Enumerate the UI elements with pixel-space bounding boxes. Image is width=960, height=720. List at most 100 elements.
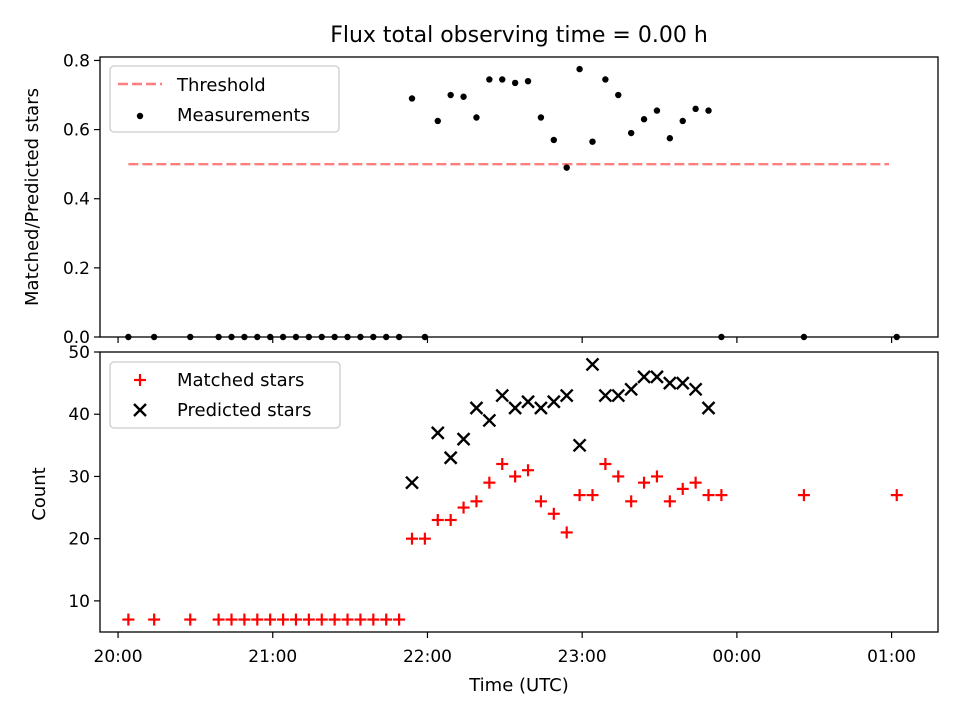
matched-star-point bbox=[534, 495, 547, 508]
legend-matched-swatch bbox=[134, 374, 146, 386]
measurement-point bbox=[705, 107, 712, 114]
predicted-star-point bbox=[688, 382, 703, 397]
matched-star-point bbox=[797, 489, 810, 502]
predicted-star-point bbox=[637, 370, 651, 384]
bottom-y-tick-label: 30 bbox=[68, 467, 90, 487]
matched-star-point bbox=[302, 613, 315, 626]
matched-star-point bbox=[625, 495, 638, 508]
matched-star-point bbox=[599, 458, 612, 470]
matched-star-point bbox=[547, 507, 560, 520]
measurement-point bbox=[640, 116, 648, 123]
matched-star-point bbox=[148, 613, 161, 626]
matched-star-point bbox=[689, 476, 702, 489]
measurement-point bbox=[589, 138, 596, 145]
measurement-point bbox=[537, 114, 545, 121]
matched-star-point bbox=[612, 470, 625, 483]
matched-star-point bbox=[586, 489, 599, 502]
measurement-point bbox=[563, 164, 570, 171]
matched-star-point bbox=[354, 613, 367, 626]
predicted-star-point bbox=[572, 438, 587, 453]
predicted-star-point bbox=[598, 388, 613, 403]
top-plot-frame bbox=[99, 56, 939, 338]
matched-star-point bbox=[470, 495, 483, 508]
top-y-ticks: 0.0 0.2 0.4 0.6 0.8 bbox=[63, 51, 100, 348]
matched-star-point bbox=[405, 532, 418, 545]
matched-star-point bbox=[315, 613, 328, 626]
predicted-star-point bbox=[611, 388, 626, 403]
matched-star-point bbox=[676, 482, 689, 495]
predicted-star-point bbox=[585, 357, 600, 372]
matched-star-point bbox=[289, 613, 302, 626]
matched-star-point bbox=[890, 489, 903, 502]
x-tick-label: 00:00 bbox=[712, 647, 761, 667]
measurement-point bbox=[679, 117, 686, 125]
measurement-point bbox=[653, 107, 661, 114]
matched-star-point bbox=[702, 489, 715, 502]
x-tick-label: 20:00 bbox=[94, 647, 143, 667]
matched-star-point bbox=[264, 613, 277, 626]
matched-stars-series bbox=[122, 458, 903, 626]
matched-star-point bbox=[650, 470, 663, 483]
predicted-star-point bbox=[521, 394, 535, 409]
top-y-tick-label: 0.8 bbox=[63, 51, 90, 71]
measurement-point bbox=[666, 135, 674, 142]
predicted-star-point bbox=[495, 388, 510, 403]
matched-star-point bbox=[715, 489, 728, 502]
measurement-point bbox=[550, 136, 558, 144]
top-y-tick-label: 0.6 bbox=[63, 121, 90, 141]
matched-star-point bbox=[238, 613, 251, 626]
top-y-tick-label: 0.4 bbox=[63, 190, 90, 210]
legend-predicted-marker bbox=[133, 403, 147, 417]
measurement-point bbox=[447, 91, 454, 99]
bottom-y-tick-label: 10 bbox=[68, 592, 90, 612]
bottom-plot-frame bbox=[99, 351, 939, 633]
measurement-point bbox=[434, 117, 441, 125]
matched-star-point bbox=[522, 464, 535, 477]
predicted-star-point bbox=[701, 401, 716, 415]
matched-star-point bbox=[663, 495, 676, 508]
predicted-star-point bbox=[456, 432, 471, 446]
matched-star-point bbox=[184, 613, 197, 626]
bottom-x-ticks: 20:00 21:00 22:00 23:00 00:00 01:00 bbox=[94, 632, 916, 667]
predicted-star-point bbox=[405, 475, 419, 490]
matched-star-point bbox=[509, 470, 522, 483]
matched-star-point bbox=[212, 613, 225, 626]
matched-star-point bbox=[328, 613, 341, 626]
predicted-star-point bbox=[662, 376, 677, 390]
predicted-star-point bbox=[443, 450, 458, 465]
predicted-star-point bbox=[482, 413, 497, 428]
bottom-legend: Matched stars Predicted stars bbox=[109, 361, 341, 429]
legend-predicted-label: Predicted stars bbox=[177, 400, 311, 421]
predicted-star-point bbox=[559, 388, 574, 403]
bottom-y-tick-label: 20 bbox=[68, 530, 90, 550]
measurement-point bbox=[602, 76, 609, 83]
matched-star-point bbox=[560, 526, 573, 539]
x-tick-label: 23:00 bbox=[558, 647, 607, 667]
top-x-ticks bbox=[117, 337, 893, 343]
measurement-point bbox=[499, 76, 506, 83]
top-y-tick-label: 0.0 bbox=[63, 328, 90, 348]
bottom-y-tick-label: 40 bbox=[68, 405, 90, 425]
measurement-point bbox=[615, 91, 622, 99]
matched-star-point bbox=[277, 613, 290, 626]
bottom-y-ticks: 10 20 30 40 50 bbox=[68, 343, 100, 612]
measurement-point bbox=[486, 76, 493, 83]
predicted-star-point bbox=[430, 426, 445, 440]
measurement-point bbox=[576, 65, 583, 73]
predicted-star-point bbox=[624, 382, 639, 397]
predicted-star-point bbox=[675, 376, 690, 390]
matched-star-point bbox=[122, 613, 135, 626]
legend-threshold-label: Threshold bbox=[176, 75, 266, 96]
predicted-star-point bbox=[508, 401, 522, 415]
top-y-tick-label: 0.2 bbox=[63, 259, 90, 279]
matched-star-point bbox=[251, 613, 264, 626]
predicted-star-point bbox=[546, 394, 561, 409]
matched-star-point bbox=[573, 489, 586, 502]
matched-star-point bbox=[457, 501, 470, 514]
matched-star-point bbox=[341, 613, 354, 626]
top-y-axis-label: Matched/Predicted stars bbox=[22, 88, 43, 306]
predicted-stars-series bbox=[405, 357, 716, 490]
legend-measurements-swatch bbox=[136, 112, 144, 120]
predicted-star-point bbox=[650, 370, 664, 384]
legend-matched-marker bbox=[134, 374, 146, 386]
